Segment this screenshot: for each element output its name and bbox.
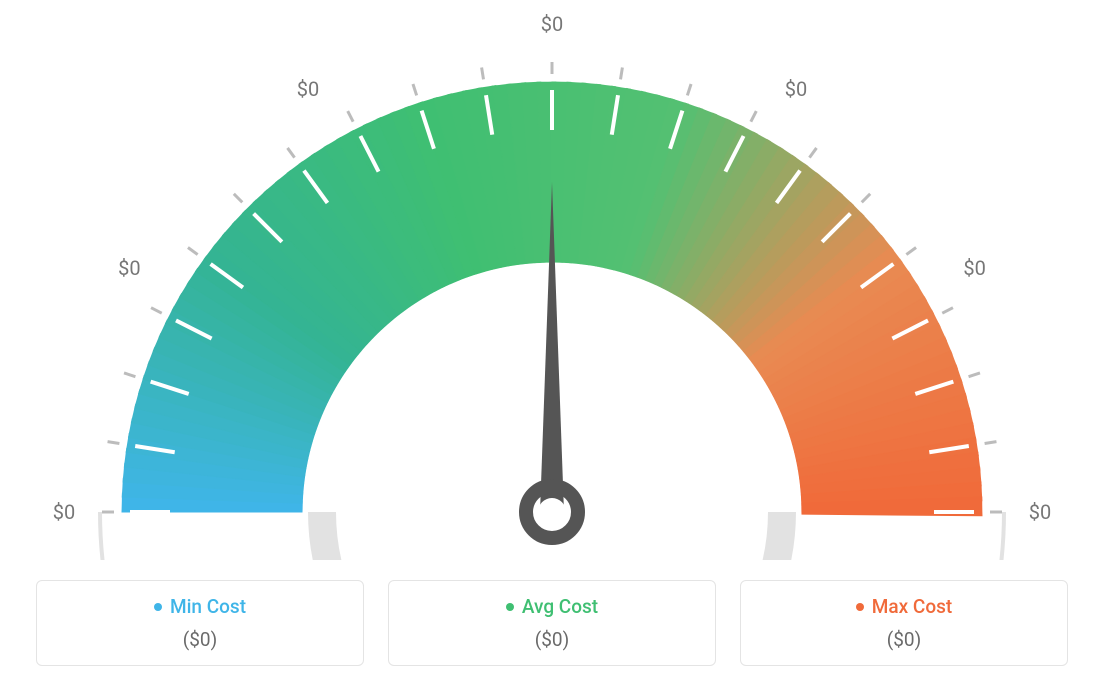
legend-row: Min Cost ($0) Avg Cost ($0) Max Cost ($0… [0,562,1104,690]
gauge: $0 $0 $0 $0 $0 $0 $0 [0,0,1104,560]
gauge-scale-label: $0 [785,77,807,101]
gauge-scale-label: $0 [118,256,140,280]
legend-card-avg: Avg Cost ($0) [388,580,716,666]
legend-card-min: Min Cost ($0) [36,580,364,666]
legend-value-avg: ($0) [401,628,703,651]
legend-label-min: Min Cost [170,595,246,618]
cost-gauge-container: $0 $0 $0 $0 $0 $0 $0 Min Cost ($0) Avg Cost ($… [0,0,1104,690]
legend-label-max: Max Cost [872,595,952,618]
legend-value-min: ($0) [49,628,351,651]
legend-title-min: Min Cost [154,595,246,618]
gauge-scale-label: $0 [963,256,985,280]
gauge-svg [0,0,1104,560]
gauge-scale-label: $0 [297,77,319,101]
gauge-scale-label: $0 [541,12,563,36]
legend-card-max: Max Cost ($0) [740,580,1068,666]
legend-title-avg: Avg Cost [506,595,598,618]
gauge-scale-label: $0 [1029,500,1051,524]
legend-title-max: Max Cost [856,595,952,618]
legend-label-avg: Avg Cost [522,595,598,618]
legend-dot-min [154,603,162,611]
gauge-scale-label: $0 [53,500,75,524]
legend-dot-max [856,603,864,611]
legend-value-max: ($0) [753,628,1055,651]
legend-dot-avg [506,603,514,611]
